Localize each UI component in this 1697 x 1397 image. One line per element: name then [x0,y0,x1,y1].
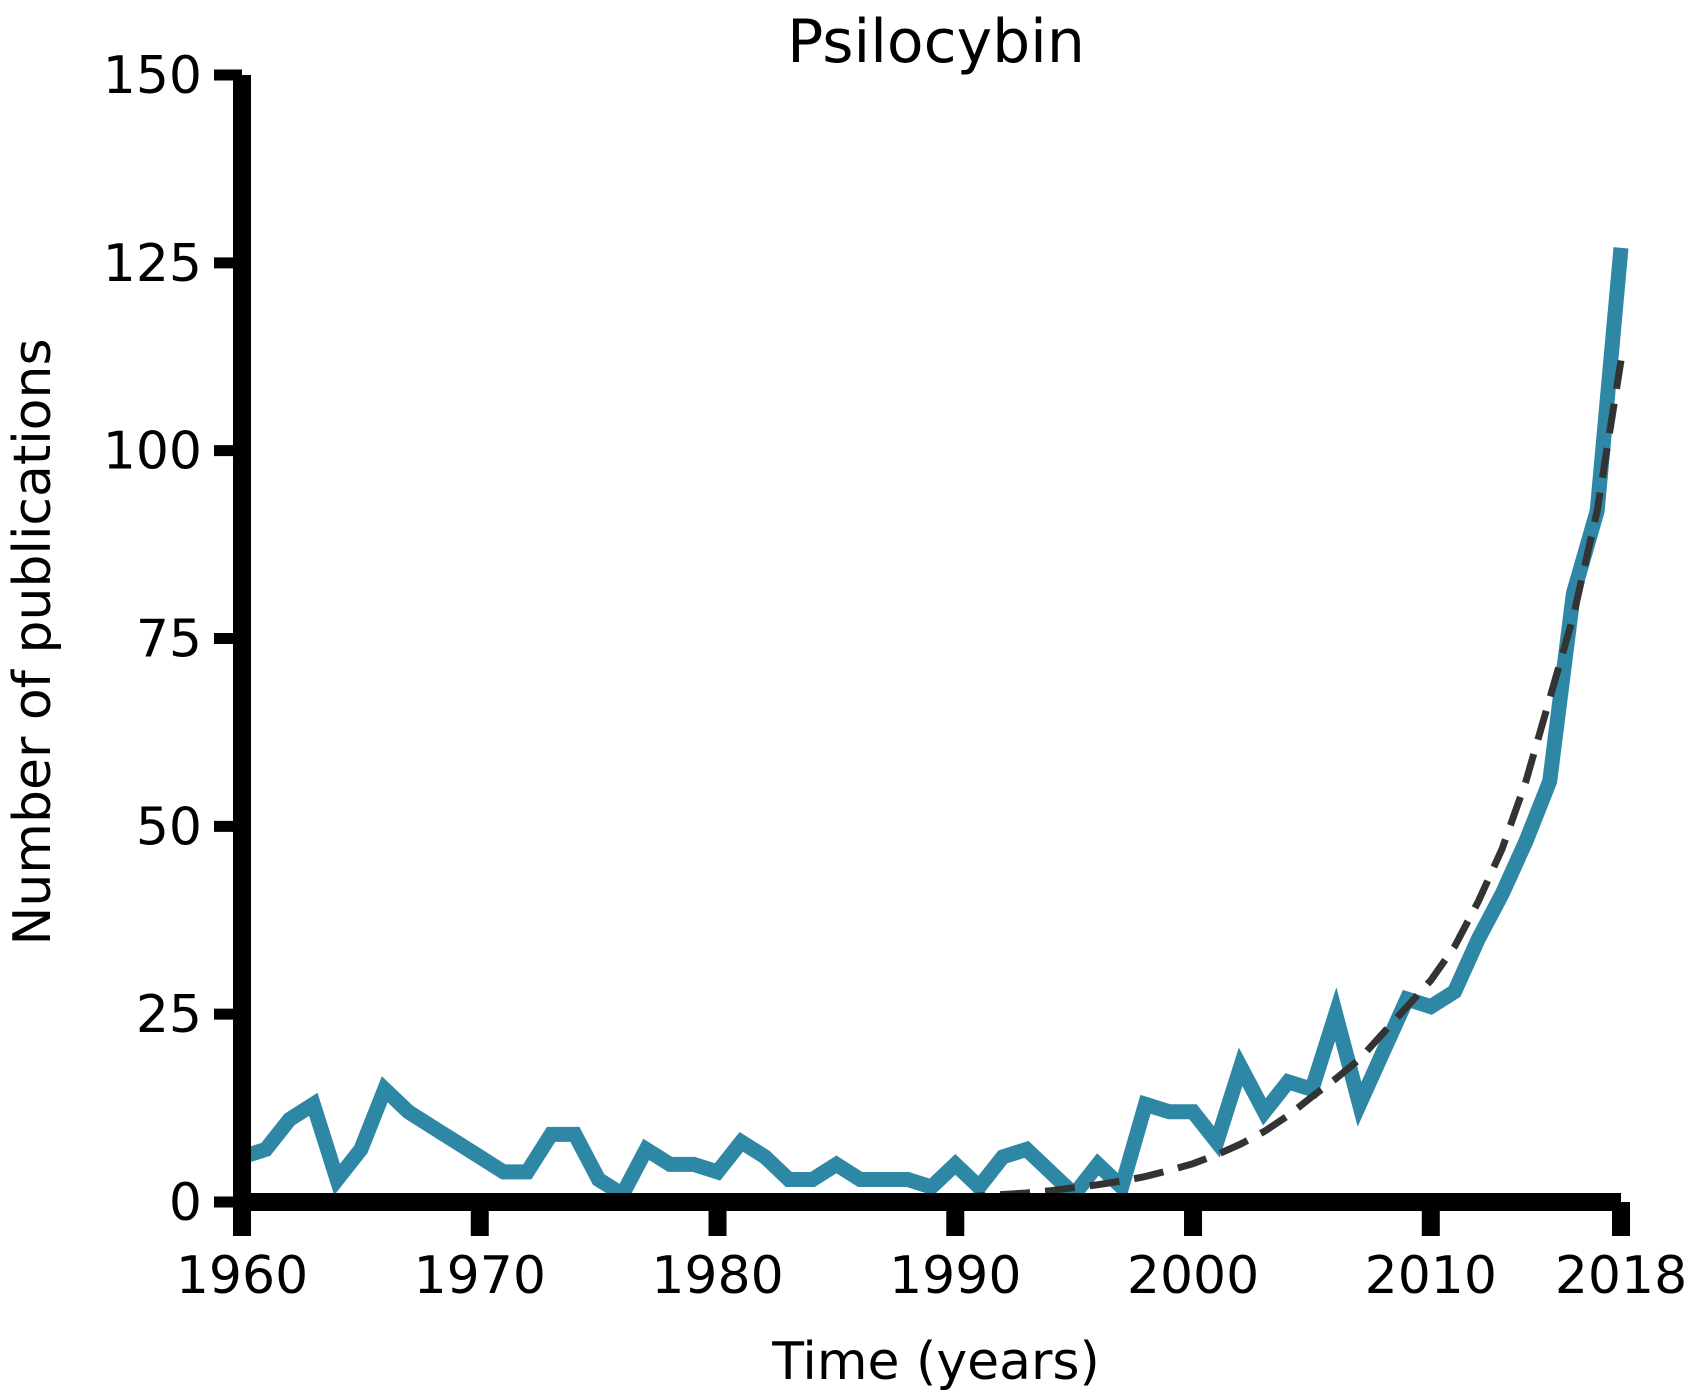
fit-curve-line [955,359,1625,1201]
x-axis-title: Time (years) [771,1332,1099,1392]
x-tick-label: 1960 [176,1246,308,1306]
x-tick-label: 1970 [414,1246,546,1306]
x-tick-label: 2018 [1555,1246,1687,1306]
x-tick-label: 2000 [1127,1246,1259,1306]
y-tick-label: 125 [103,234,202,294]
y-tick-label: 25 [136,985,202,1045]
x-tick-label: 1980 [651,1246,783,1306]
y-tick-label: 50 [136,797,202,857]
x-tick-label: 2010 [1365,1246,1497,1306]
y-tick-label: 100 [103,422,202,482]
chart-title: Psilocybin [787,7,1085,77]
y-tick-label: 0 [169,1173,202,1233]
publications-line [239,247,1629,1206]
y-tick-label: 75 [136,610,202,670]
y-axis-title: Number of publications [3,338,63,945]
plot-area: 0 25 50 75 100 125 150 1960 1970 1980 1990 2000 2010… [103,46,1687,1306]
x-tick-label: 1990 [889,1246,1021,1306]
y-tick-label: 150 [103,46,202,106]
